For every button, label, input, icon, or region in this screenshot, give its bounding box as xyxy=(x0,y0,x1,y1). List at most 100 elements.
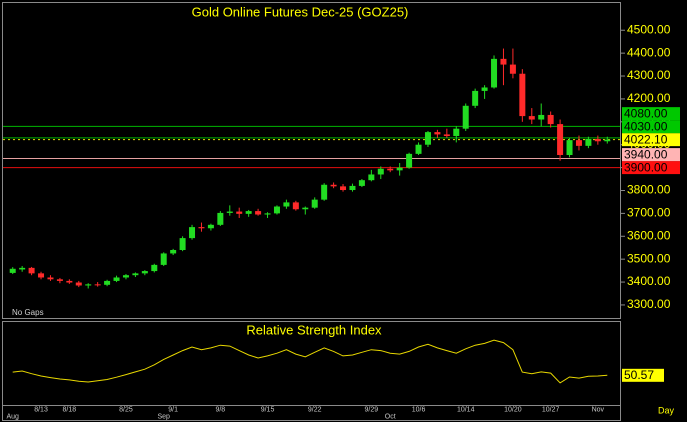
candle-body xyxy=(264,213,271,215)
candle-body xyxy=(604,139,611,142)
y-tick-label: 4200.00 xyxy=(627,91,671,105)
candle-body xyxy=(557,124,564,156)
candle-body xyxy=(151,264,158,272)
candle-body xyxy=(236,211,243,214)
candle-body xyxy=(311,199,318,208)
candle-body xyxy=(585,138,592,146)
x-tick-label: 8/25 xyxy=(119,406,133,413)
y-tick-label: 3700.00 xyxy=(627,206,671,220)
candle-body xyxy=(481,87,488,91)
period-label: Day xyxy=(658,405,675,415)
candle-body xyxy=(462,105,469,129)
candle-body xyxy=(38,273,45,278)
candle-body xyxy=(594,138,601,142)
candle-body xyxy=(66,280,73,283)
candle-body xyxy=(217,212,224,225)
candle-body xyxy=(255,211,262,215)
y-tick-label: 3300.00 xyxy=(627,297,671,311)
candle-body xyxy=(19,267,26,270)
candle-body xyxy=(132,273,139,276)
date-strip xyxy=(2,405,621,421)
candle-body xyxy=(443,134,450,137)
x-tick-label: 10/14 xyxy=(457,406,475,413)
candle-body xyxy=(56,279,63,281)
candle-body xyxy=(472,90,479,106)
candle-body xyxy=(547,114,554,125)
x-tick-label: 8/13 xyxy=(34,406,48,413)
candle-body xyxy=(330,184,337,187)
x-tick-label: 9/8 xyxy=(215,406,225,413)
level-label: 4022.10 xyxy=(624,132,668,146)
candle-body xyxy=(406,153,413,168)
candle-body xyxy=(104,280,111,285)
candle-body xyxy=(396,167,403,171)
candle-body xyxy=(500,58,507,65)
candle-body xyxy=(75,282,82,286)
rsi-value-box xyxy=(622,368,664,382)
rsi-line xyxy=(12,339,608,384)
candle-body xyxy=(358,180,365,186)
candle-body xyxy=(566,140,573,156)
candle-body xyxy=(538,114,545,120)
x-tick-label: Nov xyxy=(592,406,605,413)
x-month-label: Sep xyxy=(157,413,170,420)
y-tick-label: 4400.00 xyxy=(627,45,671,59)
candle-body xyxy=(377,168,384,175)
candle-body xyxy=(368,174,375,181)
candle-body xyxy=(321,184,328,200)
y-tick-label: 4500.00 xyxy=(627,22,671,36)
candle-body xyxy=(387,168,394,171)
candle-body xyxy=(575,140,582,146)
candle-body xyxy=(273,206,280,214)
candle-body xyxy=(453,128,460,137)
level-box xyxy=(622,133,680,147)
y-tick-label: 3600.00 xyxy=(627,228,671,242)
y-tick-label: 3400.00 xyxy=(627,274,671,288)
x-tick-label: 10/27 xyxy=(542,406,560,413)
gap-note: No Gaps xyxy=(12,308,44,317)
x-month-label: Aug xyxy=(6,413,19,420)
x-tick-label: 9/22 xyxy=(308,406,322,413)
candle-body xyxy=(349,185,356,191)
level-label: 4080.00 xyxy=(624,106,668,120)
candle-body xyxy=(94,284,101,286)
rsi-title: Relative Strength Index xyxy=(246,322,382,337)
candle-body xyxy=(528,116,535,120)
candle-body xyxy=(434,132,441,135)
x-tick-label: 9/29 xyxy=(365,406,379,413)
candle-body xyxy=(85,284,92,286)
candle-body xyxy=(122,275,129,278)
y-tick-label: 3500.00 xyxy=(627,251,671,265)
level-label: 3900.00 xyxy=(624,160,668,174)
x-tick-label: 9/1 xyxy=(168,406,178,413)
price-panel xyxy=(2,2,621,319)
candle-body xyxy=(519,73,526,117)
candle-body xyxy=(28,267,35,274)
level-box xyxy=(622,120,680,134)
candle-body xyxy=(292,202,299,210)
rsi-value-label: 50.57 xyxy=(624,368,654,382)
level-label: 4030.00 xyxy=(624,119,668,133)
level-box xyxy=(622,161,680,175)
candle-body xyxy=(424,132,431,145)
candle-body xyxy=(302,207,309,210)
candle-body xyxy=(113,277,120,281)
candle-body xyxy=(509,64,516,74)
candle-body xyxy=(491,58,498,88)
candle-body xyxy=(47,277,54,280)
candle-body xyxy=(415,144,422,154)
x-month-label: Oct xyxy=(385,413,396,420)
level-box xyxy=(622,107,680,121)
x-tick-label: 9/15 xyxy=(261,406,275,413)
chart-title: Gold Online Futures Dec-25 (GOZ25) xyxy=(192,4,409,19)
x-tick-label: 10/6 xyxy=(412,406,426,413)
candle-body xyxy=(141,271,148,274)
x-tick-label: 8/18 xyxy=(63,406,77,413)
candle-body xyxy=(283,202,290,207)
candle-body xyxy=(340,186,347,191)
candle-body xyxy=(9,268,16,273)
y-tick-label: 4300.00 xyxy=(627,68,671,82)
candle-body xyxy=(207,224,214,229)
y-tick-label: 3800.00 xyxy=(627,183,671,197)
